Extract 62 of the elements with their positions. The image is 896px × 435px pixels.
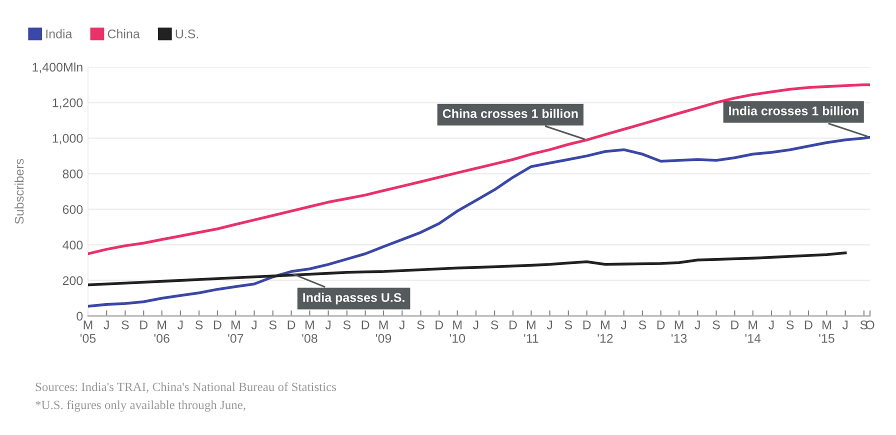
legend-label: China bbox=[108, 29, 140, 38]
y-tick-label: 600 bbox=[62, 205, 83, 214]
x-tick-label: J bbox=[546, 320, 552, 330]
x-tick-label: J bbox=[473, 320, 478, 330]
x-tick-label: M '08 bbox=[302, 320, 318, 343]
x-tick-label: M '11 bbox=[524, 320, 538, 343]
x-tick-label: S bbox=[417, 320, 424, 330]
x-tick-label: M '10 bbox=[450, 320, 466, 343]
x-tick-label: S bbox=[122, 320, 129, 330]
x-tick-label: J bbox=[842, 320, 848, 330]
annotation: China crosses 1 billion bbox=[442, 108, 578, 118]
x-tick-label: M '14 bbox=[745, 320, 761, 343]
x-tick-label: D bbox=[805, 320, 812, 330]
x-tick-label: J bbox=[178, 320, 183, 330]
y-tick-label: 1,000 bbox=[52, 134, 83, 144]
x-tick-label: S bbox=[712, 320, 720, 330]
text: *U.S. figures only available through June, bbox=[36, 400, 246, 412]
x-tick-label: M '07 bbox=[228, 320, 244, 343]
x-tick-label: S bbox=[490, 320, 498, 330]
line-series bbox=[88, 251, 847, 286]
x-tick-label: M '12 bbox=[598, 320, 613, 343]
annotation: India passes U.S. bbox=[303, 292, 404, 304]
x-tick-label: D bbox=[288, 320, 296, 330]
x-tick-label: M '06 bbox=[154, 320, 170, 343]
x-tick-label: J bbox=[325, 320, 330, 330]
x-tick-label: S bbox=[786, 320, 794, 330]
x-tick-label: S bbox=[638, 320, 646, 330]
y-tick-label: 0 bbox=[76, 312, 83, 321]
x-tick-label: M '05 bbox=[80, 320, 96, 343]
source-note: Sources: India's TRAI, China's National Bureau of Statistics bbox=[36, 382, 336, 393]
y-tick-label: 800 bbox=[62, 170, 83, 178]
y-tick-label: 1,400Mln bbox=[32, 62, 82, 74]
x-tick-label: M '15 bbox=[819, 320, 834, 343]
x-tick-label: D bbox=[362, 320, 370, 330]
y-tick-label: 400 bbox=[62, 240, 83, 250]
x-tick-label: S bbox=[564, 320, 572, 330]
x-tick-label: D bbox=[731, 320, 739, 330]
y-tick-label: 200 bbox=[62, 276, 83, 286]
y-tick-label: 1,200 bbox=[52, 98, 83, 109]
x-tick-label: D bbox=[140, 320, 148, 330]
x-tick-label: J bbox=[251, 320, 256, 330]
legend-label: U.S. bbox=[176, 29, 198, 38]
x-tick-label: D bbox=[509, 320, 517, 330]
line-series bbox=[88, 136, 870, 308]
x-tick-label: S bbox=[195, 320, 203, 330]
x-tick-label: D bbox=[436, 320, 444, 330]
annotation: India crosses 1 billion bbox=[729, 106, 858, 116]
x-tick-label: D bbox=[583, 320, 591, 330]
x-tick-label: J bbox=[768, 320, 774, 330]
x-tick-label: D bbox=[214, 320, 222, 330]
x-tick-label: S bbox=[269, 320, 276, 330]
x-tick-label: J bbox=[620, 320, 626, 330]
x-tick-label: S bbox=[343, 320, 351, 330]
line-series bbox=[88, 83, 870, 256]
x-tick-label: J bbox=[694, 320, 700, 330]
x-tick-label: J bbox=[104, 320, 109, 330]
x-tick-label: M '13 bbox=[672, 320, 687, 343]
legend-label: India bbox=[46, 29, 72, 38]
y-axis-title: Subscribers bbox=[14, 158, 24, 224]
x-tick-label: J bbox=[399, 320, 404, 330]
x-tick-label: M '09 bbox=[376, 320, 392, 343]
x-tick-label: D bbox=[657, 320, 665, 330]
